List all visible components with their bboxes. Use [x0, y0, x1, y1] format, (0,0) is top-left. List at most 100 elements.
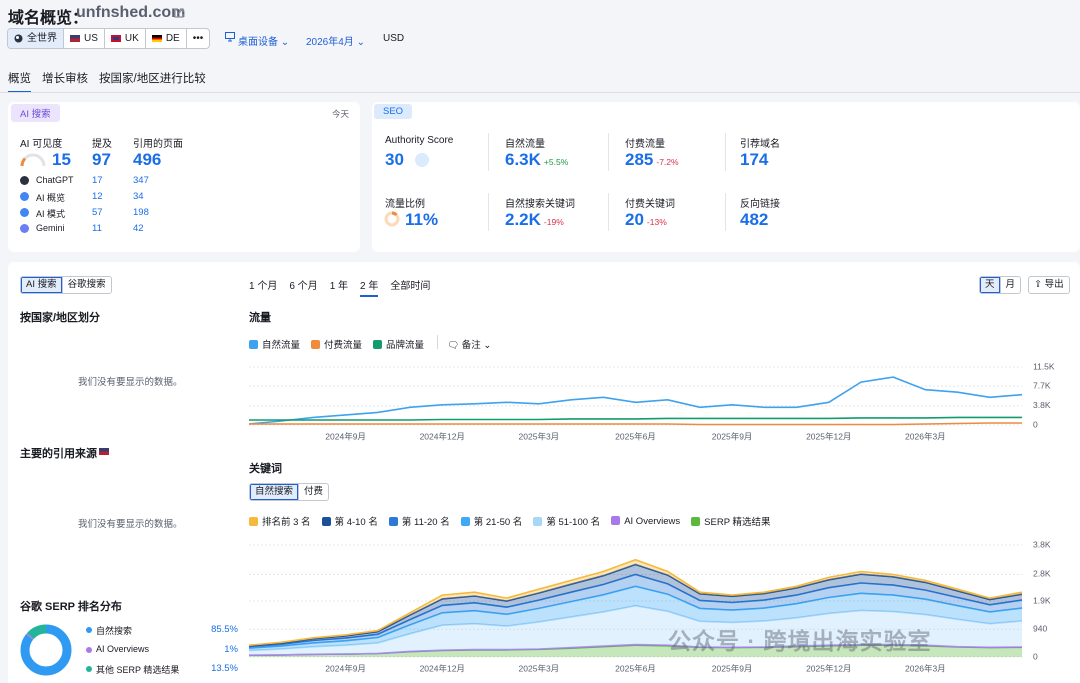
- toggle-option[interactable]: 月: [1005, 279, 1016, 290]
- legend-item[interactable]: 付费流量: [311, 337, 362, 351]
- region-button[interactable]: US: [64, 29, 105, 48]
- y-tick-label: 0: [1033, 419, 1038, 429]
- x-tick-label: 2025年6月: [615, 663, 656, 673]
- metric-number[interactable]: 6.3K: [505, 150, 541, 169]
- metric-value: 174: [740, 150, 768, 170]
- legend-item[interactable]: SERP 精选结果: [691, 514, 771, 528]
- divider: [608, 193, 609, 231]
- region-selector: 全世界 US UK DE •••: [7, 28, 211, 49]
- flag: [70, 35, 80, 42]
- legend-item[interactable]: 第 11-20 名: [388, 514, 450, 528]
- date-select[interactable]: 2026年4月 ⌄: [306, 37, 365, 48]
- metric-number[interactable]: 20: [625, 210, 644, 229]
- legend-item[interactable]: 排名前 3 名: [249, 514, 311, 528]
- external-link-icon[interactable]: [174, 8, 184, 18]
- divider: [488, 133, 489, 171]
- area-fill: [249, 586, 1022, 651]
- y-tick-label: 0: [1033, 651, 1038, 661]
- legend-item[interactable]: AI Overviews: [611, 515, 680, 527]
- metric-number[interactable]: 174: [740, 150, 769, 169]
- area-line: [248, 643, 1023, 656]
- legend-swatch: [611, 515, 621, 525]
- row-pages: 34: [133, 191, 144, 202]
- legend-label: 自然搜索: [96, 626, 133, 636]
- divider: [725, 133, 726, 171]
- region-label: UK: [124, 33, 139, 44]
- range-option[interactable]: 6 个月: [289, 281, 318, 292]
- metric-change: -7.2%: [656, 157, 679, 167]
- metric-change: +5.5%: [543, 157, 569, 167]
- legend: 排名前 3 名 第 4-10 名 第 11-20 名 第 21-50 名 第 51-10…: [249, 514, 771, 528]
- toggle-option[interactable]: AI 搜索: [21, 277, 63, 293]
- tab[interactable]: 按国家/地区进行比较: [99, 73, 206, 85]
- domain[interactable]: unfnshed.com: [76, 4, 186, 21]
- legend-label: 第 51-100 名: [546, 517, 601, 528]
- x-tick-label: 2025年6月: [615, 431, 656, 441]
- metric-label: Authority Score: [385, 135, 454, 146]
- row-name: AI 模式: [36, 209, 66, 219]
- tab[interactable]: 概览: [8, 70, 31, 93]
- metric-number[interactable]: 30: [385, 150, 404, 169]
- toggle-option[interactable]: 谷歌搜索: [67, 279, 106, 290]
- x-tick-label: 2025年9月: [712, 663, 753, 673]
- metric-number[interactable]: 285: [625, 150, 654, 169]
- legend-item[interactable]: 第 51-100 名: [533, 514, 600, 528]
- legend-item[interactable]: 第 4-10 名: [321, 514, 378, 528]
- share-icon: [384, 211, 400, 227]
- legend-swatch: [311, 340, 321, 349]
- toggle-option[interactable]: 天: [980, 277, 1001, 293]
- metric-value: 285 -7.2%: [625, 150, 679, 170]
- range-option[interactable]: 1 年: [329, 281, 349, 292]
- metric-number[interactable]: 482: [740, 210, 769, 229]
- device-select[interactable]: 桌面设备 ⌄: [238, 37, 290, 48]
- ai-tag: AI 搜索: [11, 104, 60, 122]
- score-badge: [415, 153, 429, 167]
- row-icon: [20, 192, 29, 201]
- legend-swatch: [460, 517, 470, 526]
- metric-number[interactable]: 2.2K: [505, 210, 541, 229]
- toggle-option[interactable]: 付费: [304, 486, 324, 497]
- region-button[interactable]: 全世界: [8, 29, 64, 48]
- notes-button[interactable]: 🗨 备注 ⌄: [447, 340, 492, 351]
- y-tick-label: 940: [1033, 624, 1047, 634]
- legend-label: 其他 SERP 精选结果: [96, 665, 180, 675]
- serp-donut: [20, 624, 72, 676]
- legend-dot: [86, 666, 92, 672]
- range-selector: 1 个月 6 个月 1 年 2 年 全部时间: [249, 277, 430, 297]
- x-tick-label: 2026年3月: [905, 431, 946, 441]
- range-option[interactable]: 全部时间: [390, 281, 431, 292]
- more-button[interactable]: •••: [187, 29, 210, 48]
- legend-item[interactable]: 品牌流量: [373, 337, 424, 351]
- metric-value: 482: [740, 210, 768, 230]
- line: [249, 422, 1022, 426]
- range-option[interactable]: 1 个月: [249, 281, 278, 292]
- region-button[interactable]: UK: [105, 29, 146, 48]
- row-name: AI 概览: [36, 193, 66, 203]
- seo-tag: SEO: [374, 104, 413, 119]
- traffic-chart: 0 3.8K 7.7K 11.5K 2024年9月 2024年12月 2025年3月 2025…: [248, 361, 1055, 441]
- tabs: 概览 增长审核 按国家/地区进行比较: [8, 70, 206, 93]
- granularity-toggle: 天 月: [979, 276, 1022, 294]
- area-fill: [249, 574, 1022, 649]
- legend-item[interactable]: 自然流量: [249, 337, 300, 351]
- row-pages: 198: [133, 207, 149, 218]
- legend-swatch: [321, 517, 331, 526]
- y-tick-label: 2.8K: [1033, 569, 1051, 579]
- toggle-option[interactable]: 自然搜索: [250, 484, 300, 500]
- export-label: ⇪ 导出: [1034, 279, 1064, 290]
- keywords-chart: 0 940 1.9K 2.8K 3.8K 2024年9月 2024年12月 2025年3月 20…: [248, 539, 1051, 673]
- row-icon: [20, 208, 29, 217]
- row-mentions: 57: [92, 207, 103, 218]
- legend-item[interactable]: 第 21-50 名: [460, 514, 522, 528]
- tab[interactable]: 增长审核: [42, 73, 88, 85]
- row-icon: [20, 224, 29, 233]
- metric-label: 流量比例: [385, 199, 425, 210]
- line: [249, 416, 1022, 421]
- region-button[interactable]: DE: [146, 29, 187, 48]
- metric-value: 15: [52, 150, 71, 169]
- range-option[interactable]: 2 年: [360, 277, 379, 297]
- metric-number[interactable]: 11%: [405, 210, 439, 229]
- metric-label: 自然搜索关键词: [505, 199, 575, 210]
- export-button[interactable]: ⇪ 导出: [1028, 276, 1070, 294]
